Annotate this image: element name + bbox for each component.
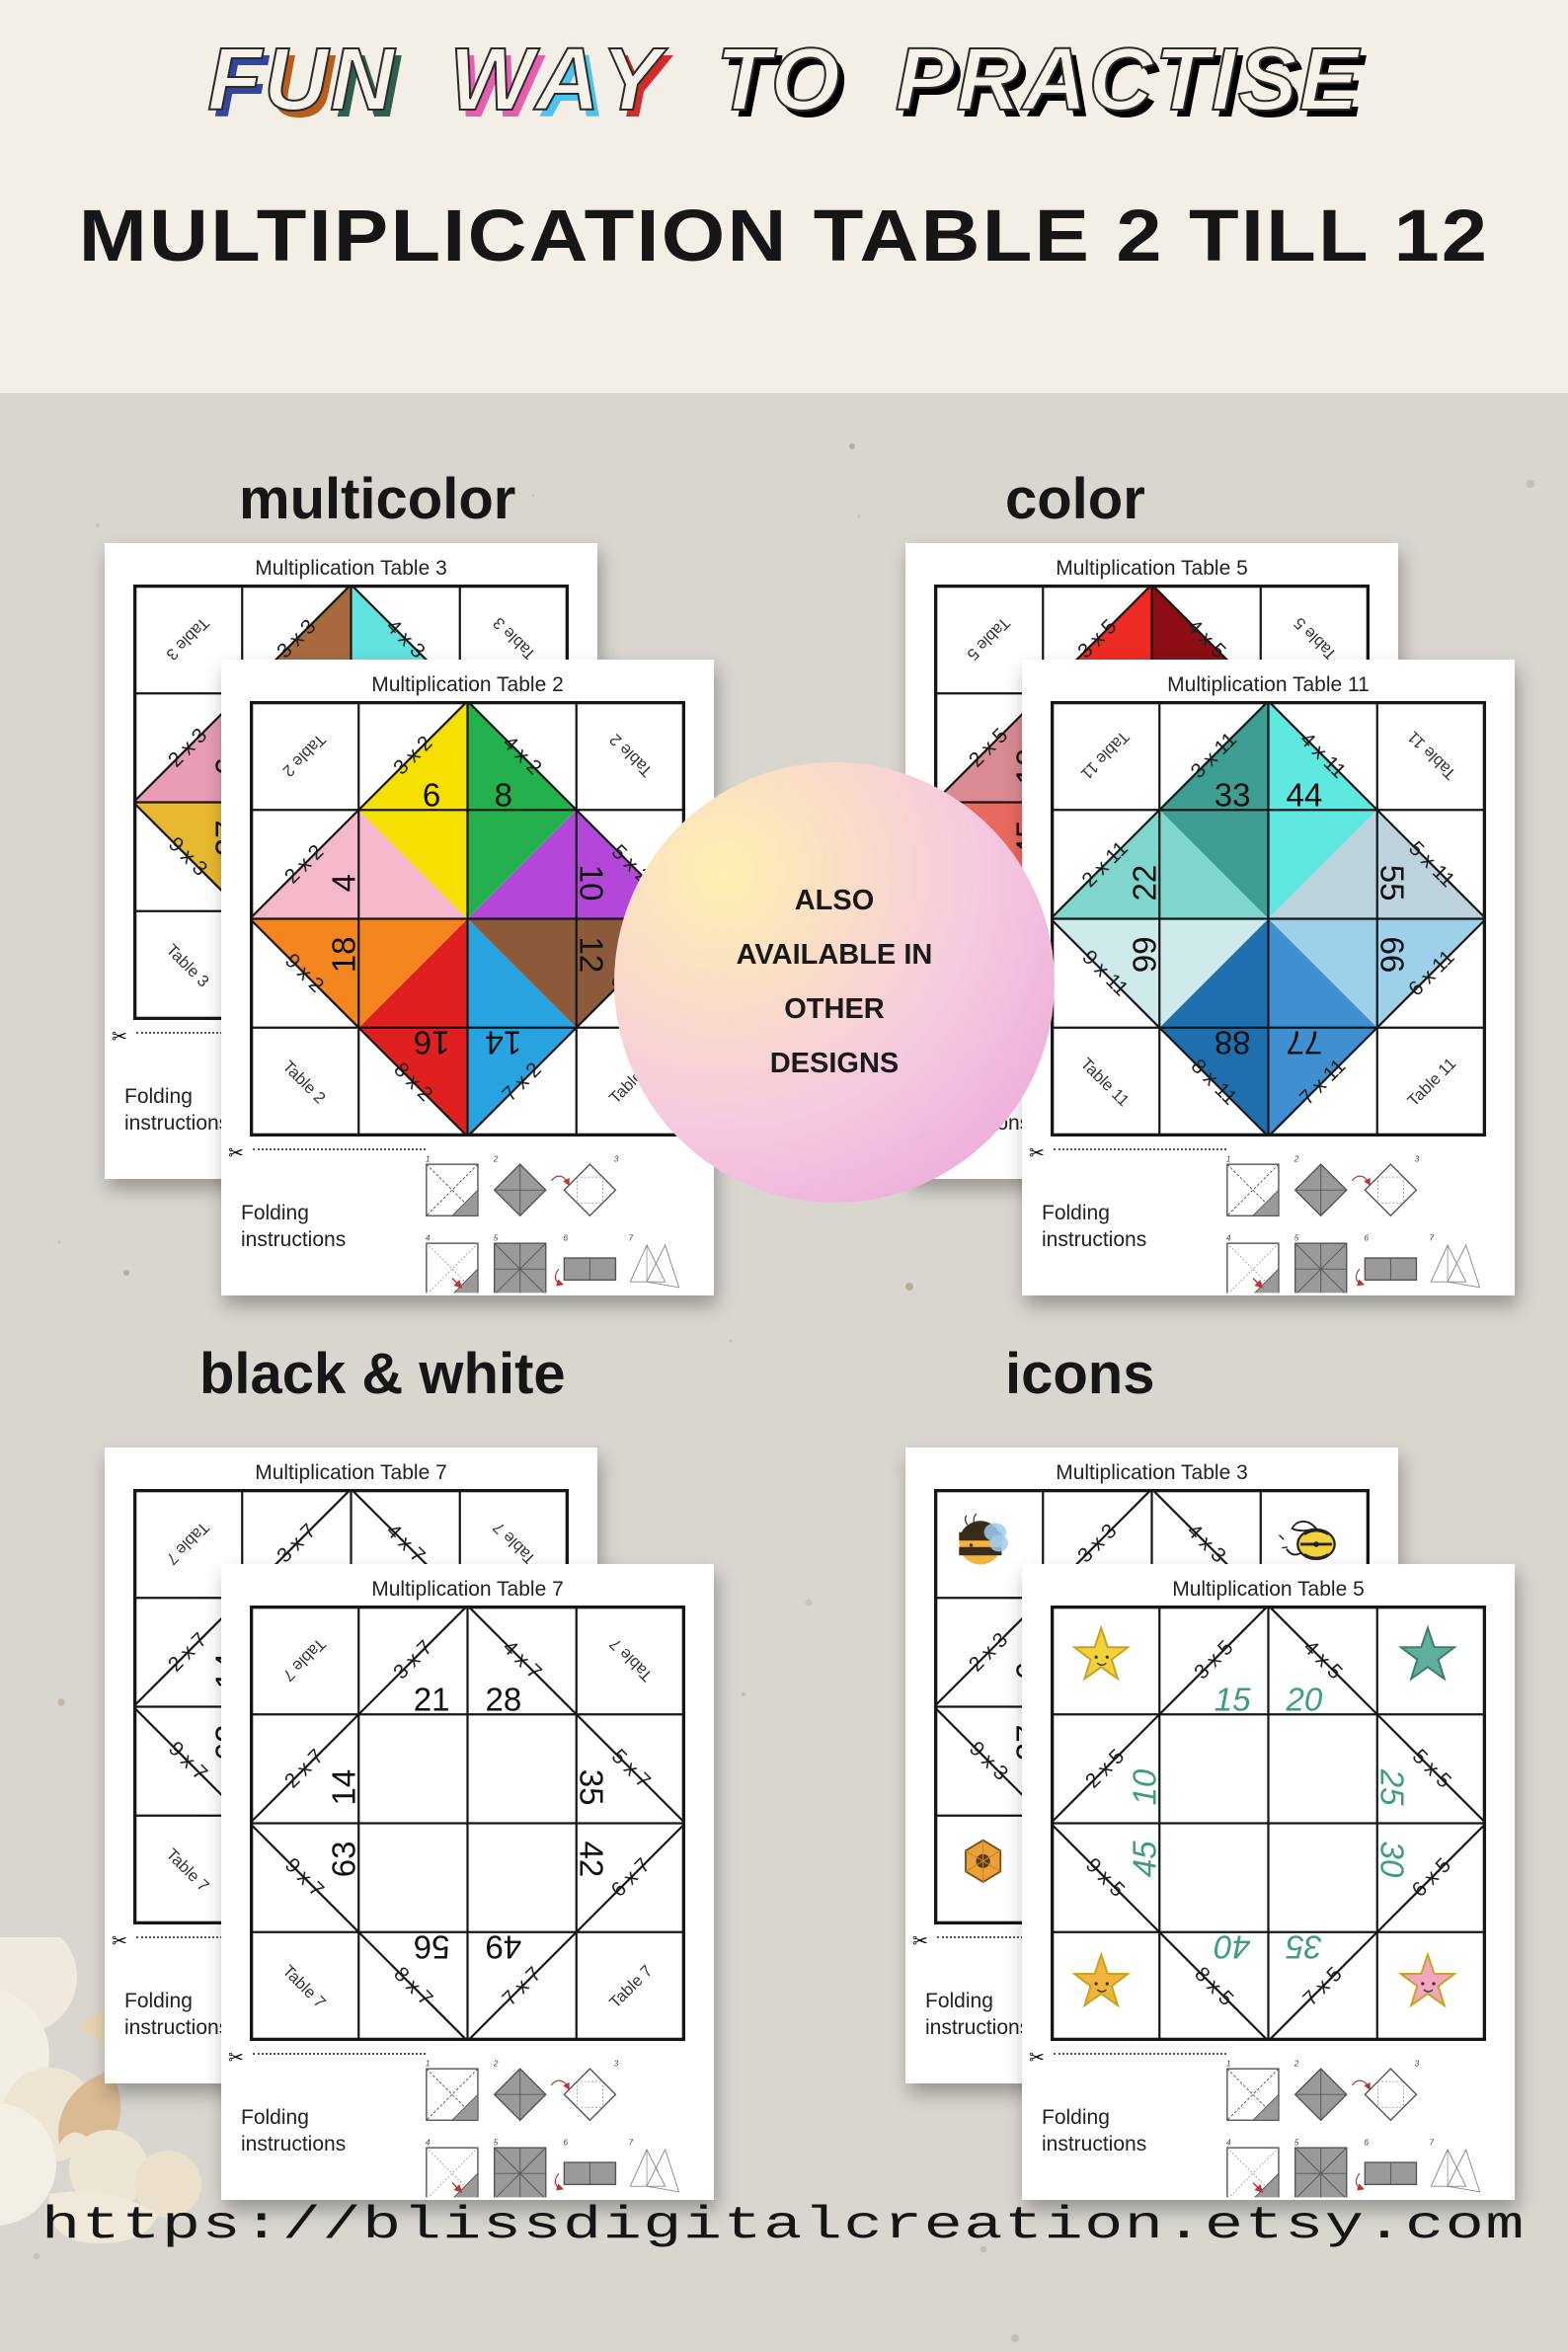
svg-text:16: 16 — [414, 1024, 450, 1060]
svg-text:Table 2: Table 2 — [279, 1057, 330, 1107]
svg-text:6: 6 — [563, 1232, 568, 1242]
svg-text:4: 4 — [326, 874, 362, 892]
svg-text:7: 7 — [628, 2137, 633, 2147]
svg-text:2: 2 — [493, 1153, 499, 1163]
svg-text:14: 14 — [485, 1024, 521, 1060]
svg-text:45: 45 — [1127, 1841, 1163, 1877]
svg-text:56: 56 — [414, 1928, 450, 1965]
svg-text:15: 15 — [1215, 1682, 1251, 1718]
svg-text:2: 2 — [1294, 1153, 1299, 1163]
svg-text:4: 4 — [1226, 1232, 1231, 1242]
svg-text:2: 2 — [493, 2058, 499, 2068]
svg-text:5: 5 — [1294, 1232, 1299, 1242]
svg-text:Table 11: Table 11 — [1077, 1055, 1134, 1111]
svg-text:35: 35 — [1286, 1928, 1322, 1965]
svg-text:42: 42 — [573, 1841, 609, 1877]
svg-text:7: 7 — [1429, 1232, 1434, 1242]
svg-text:6: 6 — [563, 2137, 568, 2147]
svg-text:10: 10 — [1127, 1768, 1163, 1805]
svg-text:6: 6 — [1364, 1232, 1369, 1242]
svg-text:12: 12 — [573, 936, 609, 973]
svg-text:5: 5 — [494, 2137, 499, 2147]
svg-text:Table 2: Table 2 — [279, 731, 330, 781]
svg-text:Table 7: Table 7 — [279, 1961, 330, 2011]
svg-text:7: 7 — [628, 1232, 633, 1242]
svg-text:99: 99 — [1127, 936, 1163, 973]
svg-text:77: 77 — [1286, 1024, 1322, 1060]
svg-text:Table 3: Table 3 — [163, 614, 213, 665]
svg-text:Table 5: Table 5 — [1290, 614, 1340, 665]
svg-text:63: 63 — [326, 1841, 362, 1877]
svg-text:3: 3 — [1415, 2058, 1420, 2068]
svg-text:22: 22 — [1127, 865, 1163, 902]
svg-text:88: 88 — [1215, 1024, 1251, 1060]
svg-text:44: 44 — [1286, 777, 1322, 814]
svg-text:8: 8 — [495, 777, 512, 814]
svg-text:1: 1 — [1226, 2058, 1231, 2068]
svg-text:30: 30 — [1373, 1841, 1410, 1877]
svg-text:3: 3 — [614, 2058, 619, 2068]
svg-text:18: 18 — [326, 936, 362, 973]
svg-text:66: 66 — [1373, 936, 1410, 973]
svg-text:4: 4 — [1226, 2137, 1231, 2147]
svg-text:3: 3 — [614, 1153, 619, 1163]
svg-text:55: 55 — [1373, 865, 1410, 902]
svg-text:25: 25 — [1373, 1768, 1410, 1806]
svg-text:33: 33 — [1215, 777, 1251, 814]
svg-text:2: 2 — [1294, 2058, 1299, 2068]
svg-text:Table 7: Table 7 — [163, 1844, 213, 1895]
svg-text:1: 1 — [426, 1153, 431, 1163]
svg-text:21: 21 — [414, 1682, 450, 1718]
svg-text:10: 10 — [573, 865, 609, 902]
svg-text:Table 11: Table 11 — [1077, 728, 1134, 784]
svg-text:1: 1 — [1226, 1153, 1231, 1163]
svg-text:Table 7: Table 7 — [279, 1635, 330, 1686]
svg-text:5: 5 — [1294, 2137, 1299, 2147]
svg-text:Table 7: Table 7 — [605, 1961, 656, 2011]
svg-text:6: 6 — [423, 777, 440, 814]
svg-text:20: 20 — [1285, 1682, 1322, 1718]
svg-text:4: 4 — [426, 2137, 431, 2147]
svg-text:Table 7: Table 7 — [489, 1519, 539, 1569]
svg-text:35: 35 — [573, 1769, 609, 1806]
svg-text:14: 14 — [326, 1769, 362, 1806]
svg-text:7: 7 — [1429, 2137, 1434, 2147]
svg-text:Table 7: Table 7 — [163, 1519, 213, 1569]
svg-text:1: 1 — [426, 2058, 431, 2068]
svg-text:5: 5 — [494, 1232, 499, 1242]
svg-text:Table 3: Table 3 — [163, 940, 213, 990]
svg-text:Table 5: Table 5 — [964, 614, 1014, 665]
svg-text:Table 7: Table 7 — [605, 1635, 656, 1686]
svg-text:49: 49 — [485, 1928, 521, 1965]
svg-text:Table 3: Table 3 — [489, 614, 539, 665]
svg-text:3: 3 — [1415, 1153, 1420, 1163]
svg-text:28: 28 — [485, 1682, 521, 1718]
svg-text:6: 6 — [1364, 2137, 1369, 2147]
svg-text:Table 2: Table 2 — [605, 731, 656, 781]
svg-text:4: 4 — [426, 1232, 431, 1242]
svg-text:Table 11: Table 11 — [1404, 1055, 1460, 1111]
svg-text:Table 11: Table 11 — [1404, 728, 1460, 784]
svg-text:40: 40 — [1214, 1928, 1250, 1965]
